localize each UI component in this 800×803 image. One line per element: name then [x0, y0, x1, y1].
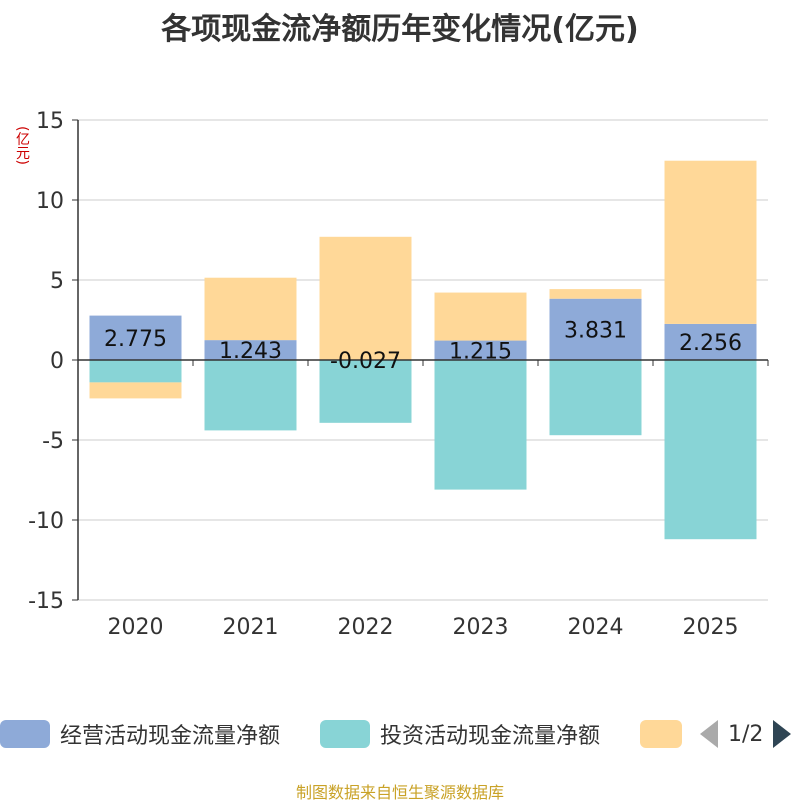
bar-2024-series-1[interactable]: [550, 360, 642, 435]
chart-canvas: 15 10 5 0 -5 -10 -15 2020 2021 2022 2023 2024 2025 2…: [0, 0, 800, 700]
legend-prev-icon[interactable]: [700, 720, 718, 748]
bar-2024-series-2[interactable]: [550, 289, 642, 299]
bar-2020-series-1[interactable]: [90, 360, 182, 382]
y-tick-label: -5: [42, 429, 64, 454]
y-tick-label: 5: [50, 269, 64, 294]
legend-next-icon[interactable]: [773, 720, 791, 748]
data-label-2023: 1.215: [449, 339, 512, 364]
data-label-2022: -0.027: [330, 349, 401, 374]
legend-item-third[interactable]: [640, 716, 692, 752]
bar-2023-series-1[interactable]: [435, 360, 527, 490]
legend-pager: 1/2: [700, 716, 800, 752]
y-tick-label: -10: [28, 509, 64, 534]
x-tick-label: 2021: [223, 615, 279, 640]
bar-2021-series-2[interactable]: [205, 278, 297, 340]
bar-2025-series-1[interactable]: [665, 360, 757, 539]
bar-2021-series-1[interactable]: [205, 360, 297, 430]
legend-item-operating[interactable]: 经营活动现金流量净额: [0, 716, 280, 752]
bar-2020-series-2[interactable]: [90, 382, 182, 398]
legend-page-indicator: 1/2: [728, 722, 763, 747]
x-tick-label: 2022: [338, 615, 394, 640]
data-label-2024: 3.831: [564, 318, 627, 343]
legend-label-investing: 投资活动现金流量净额: [380, 718, 600, 750]
y-tick-label: 15: [36, 109, 64, 134]
legend: 经营活动现金流量净额 投资活动现金流量净额: [0, 716, 800, 756]
legend-swatch-operating: [0, 720, 50, 748]
legend-swatch-third: [640, 720, 682, 748]
data-label-2020: 2.775: [104, 327, 167, 352]
data-label-2025: 2.256: [679, 331, 742, 356]
legend-label-operating: 经营活动现金流量净额: [60, 718, 280, 750]
x-tick-label: 2025: [683, 615, 739, 640]
x-tick-label: 2023: [453, 615, 509, 640]
legend-item-investing[interactable]: 投资活动现金流量净额: [320, 716, 600, 752]
bar-2025-series-2[interactable]: [665, 161, 757, 324]
x-tick-label: 2020: [108, 615, 164, 640]
bars: [90, 161, 757, 539]
data-source: 制图数据来自恒生聚源数据库: [0, 779, 800, 803]
x-tick-label: 2024: [568, 615, 624, 640]
y-tick-label: -15: [28, 589, 64, 614]
bar-2022-series-2[interactable]: [320, 237, 412, 360]
y-tick-label: 10: [36, 189, 64, 214]
data-label-2021: 1.243: [219, 339, 282, 364]
legend-swatch-investing: [320, 720, 370, 748]
bar-2023-series-2[interactable]: [435, 293, 527, 341]
y-tick-label: 0: [50, 349, 64, 374]
